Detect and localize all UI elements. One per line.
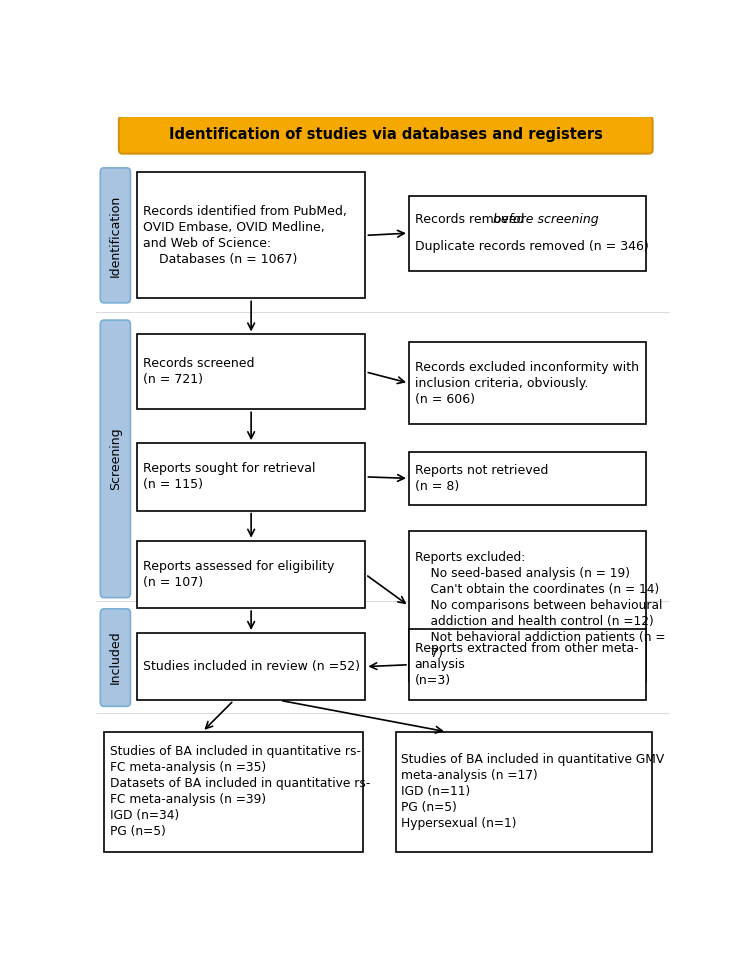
FancyBboxPatch shape [409,629,646,700]
Text: Records excluded inconformity with
inclusion criteria, obviously.
(n = 606): Records excluded inconformity with inclu… [415,360,639,405]
FancyBboxPatch shape [137,541,365,608]
FancyBboxPatch shape [409,196,646,271]
FancyBboxPatch shape [409,531,646,681]
Text: Records screened
(n = 721): Records screened (n = 721) [143,357,254,387]
Text: Identification of studies via databases and registers: Identification of studies via databases … [169,128,603,142]
FancyBboxPatch shape [119,116,653,154]
Text: Reports extracted from other meta-
analysis
(n=3): Reports extracted from other meta- analy… [415,642,638,688]
FancyBboxPatch shape [100,168,131,303]
FancyBboxPatch shape [100,320,131,598]
FancyBboxPatch shape [409,452,646,505]
Text: Reports excluded:
    No seed-based analysis (n = 19)
    Can't obtain the coord: Reports excluded: No seed-based analysis… [415,551,665,660]
Text: Studies included in review (n =52): Studies included in review (n =52) [143,660,359,673]
Text: Studies of BA included in quantitative rs-
FC meta-analysis (n =35)
Datasets of : Studies of BA included in quantitative r… [110,745,370,839]
Text: Records identified from PubMed,
OVID Embase, OVID Medline,
and Web of Science:
 : Records identified from PubMed, OVID Emb… [143,205,347,266]
FancyBboxPatch shape [137,172,365,298]
Text: Reports assessed for eligibility
(n = 107): Reports assessed for eligibility (n = 10… [143,560,334,589]
Text: Identification: Identification [109,194,122,277]
Text: :: : [560,213,564,226]
FancyBboxPatch shape [137,334,365,409]
Text: Studies of BA included in quantitative GMV
meta-analysis (n =17)
IGD (n=11)
PG (: Studies of BA included in quantitative G… [401,753,665,831]
FancyBboxPatch shape [409,342,646,425]
Text: Screening: Screening [109,428,122,490]
FancyBboxPatch shape [137,443,365,510]
Text: Reports not retrieved
(n = 8): Reports not retrieved (n = 8) [415,464,548,493]
FancyBboxPatch shape [104,731,363,852]
Text: Reports sought for retrieval
(n = 115): Reports sought for retrieval (n = 115) [143,463,315,491]
FancyBboxPatch shape [100,609,131,706]
Text: Included: Included [109,631,122,685]
FancyBboxPatch shape [137,633,365,700]
FancyBboxPatch shape [396,731,652,852]
Text: Records removed: Records removed [415,213,528,226]
Text: Duplicate records removed (n = 346): Duplicate records removed (n = 346) [415,241,648,253]
Text: before screening: before screening [493,213,598,226]
